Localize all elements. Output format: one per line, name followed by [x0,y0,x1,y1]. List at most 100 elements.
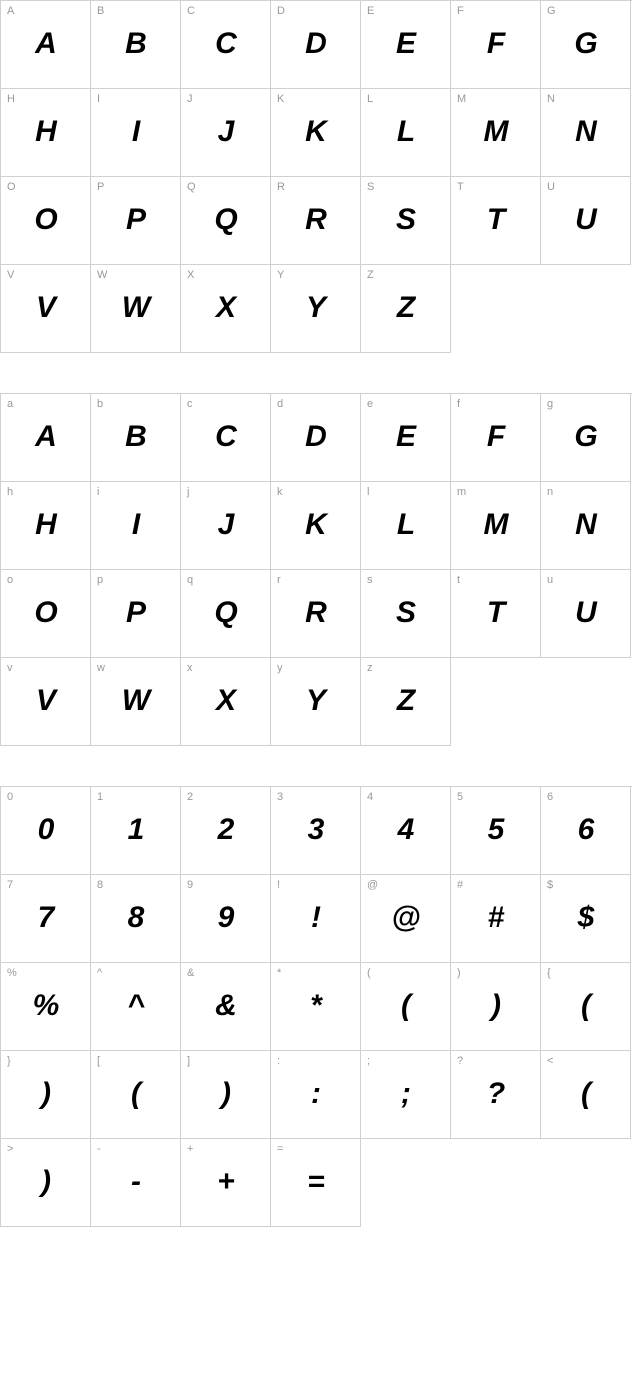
cell-label: u [547,574,553,586]
glyph-cell: cC [181,394,271,482]
glyph-cell: BB [91,1,181,89]
glyph-cell: lL [361,482,451,570]
glyph-cell: GG [541,1,631,89]
cell-glyph: ! [271,901,360,935]
glyph-cell: SS [361,177,451,265]
cell-label: d [277,398,283,410]
glyph-cell: LL [361,89,451,177]
cell-label: 9 [187,879,193,891]
cell-label: B [97,5,104,17]
glyph-cell: ?? [451,1051,541,1139]
glyph-cell: II [91,89,181,177]
cell-label: : [277,1055,280,1067]
glyph-cell: KK [271,89,361,177]
cell-glyph: ( [541,1077,630,1111]
cell-glyph: ? [451,1077,540,1111]
cell-glyph: V [1,684,90,718]
cell-glyph: 4 [361,813,450,847]
cell-glyph: ) [1,1165,90,1199]
cell-label: L [367,93,373,105]
section-uppercase: AABBCCDDEEFFGGHHIIJJKKLLMMNNOOPPQQRRSSTT… [0,0,640,353]
cell-label: R [277,181,285,193]
cell-label: j [187,486,189,498]
cell-label: E [367,5,374,17]
glyph-cell: MM [451,89,541,177]
cell-label: P [97,181,104,193]
cell-label: s [367,574,373,586]
cell-label: O [7,181,16,193]
glyph-cell: kK [271,482,361,570]
cell-label: [ [97,1055,100,1067]
cell-label: Z [367,269,374,281]
cell-glyph: X [181,684,270,718]
glyph-cell: }) [1,1051,91,1139]
cell-label: % [7,967,17,979]
cell-glyph: 7 [1,901,90,935]
glyph-cell: [( [91,1051,181,1139]
glyph-cell: dD [271,394,361,482]
cell-glyph: ) [181,1077,270,1111]
cell-glyph: A [1,27,90,61]
glyph-cell: 22 [181,787,271,875]
glyph-cell: pP [91,570,181,658]
cell-label: b [97,398,103,410]
glyph-cell: zZ [361,658,451,746]
glyph-grid: AABBCCDDEEFFGGHHIIJJKKLLMMNNOOPPQQRRSSTT… [0,0,632,353]
cell-glyph: N [541,115,630,149]
glyph-cell: -- [91,1139,181,1227]
glyph-cell: yY [271,658,361,746]
cell-glyph: * [271,989,360,1023]
glyph-cell: == [271,1139,361,1227]
cell-label: K [277,93,284,105]
cell-glyph: S [361,203,450,237]
glyph-cell: tT [451,570,541,658]
cell-glyph: @ [361,901,450,935]
glyph-cell: sS [361,570,451,658]
glyph-cell: UU [541,177,631,265]
glyph-cell: @@ [361,875,451,963]
cell-label: x [187,662,193,674]
glyph-cell: ** [271,963,361,1051]
glyph-cell: rR [271,570,361,658]
cell-label: * [277,967,281,979]
cell-label: ! [277,879,280,891]
cell-glyph: R [271,596,360,630]
cell-glyph: $ [541,901,630,935]
glyph-cell: hH [1,482,91,570]
glyph-cell: iI [91,482,181,570]
cell-glyph: ^ [91,989,180,1023]
cell-glyph: G [541,420,630,454]
cell-label: g [547,398,553,410]
cell-glyph: L [361,115,450,149]
glyph-cell: 99 [181,875,271,963]
cell-glyph: B [91,420,180,454]
glyph-cell: qQ [181,570,271,658]
cell-glyph: 5 [451,813,540,847]
cell-label: c [187,398,193,410]
cell-label: < [547,1055,553,1067]
cell-glyph: I [91,508,180,542]
cell-label: M [457,93,466,105]
cell-glyph: M [451,115,540,149]
cell-label: w [97,662,105,674]
glyph-cell: vV [1,658,91,746]
glyph-cell: {( [541,963,631,1051]
cell-glyph: 3 [271,813,360,847]
cell-label: H [7,93,15,105]
cell-glyph: Z [361,684,450,718]
cell-glyph: A [1,420,90,454]
glyph-cell: VV [1,265,91,353]
cell-label: t [457,574,460,586]
cell-glyph: E [361,27,450,61]
cell-label: 4 [367,791,373,803]
glyph-cell: 88 [91,875,181,963]
glyph-cell: WW [91,265,181,353]
cell-label: k [277,486,283,498]
cell-glyph: Y [271,684,360,718]
cell-label: S [367,181,374,193]
cell-glyph: ) [451,989,540,1023]
glyph-cell: 44 [361,787,451,875]
cell-label: F [457,5,464,17]
cell-label: + [187,1143,193,1155]
glyph-cell: 66 [541,787,631,875]
